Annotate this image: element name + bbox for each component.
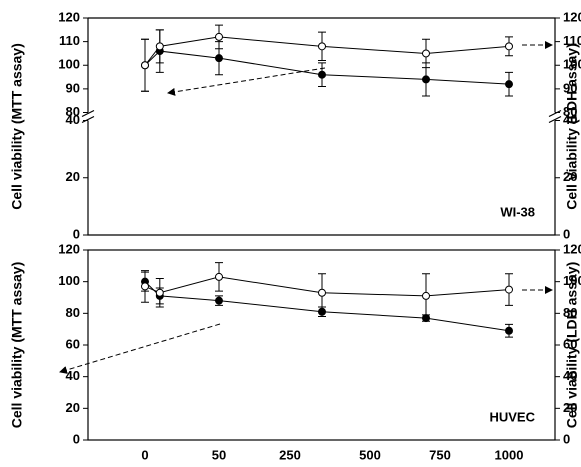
y2-tick-label: 100: [563, 273, 581, 288]
y2-tick-label: 60: [563, 336, 577, 351]
y2-tick-label: 90: [563, 80, 577, 95]
y2-tick-label: 0: [563, 226, 570, 241]
y-tick-label: 20: [66, 169, 80, 184]
x-tick-label: 0: [141, 447, 148, 462]
line: [144, 281, 510, 332]
y2-tick-label: 40: [563, 112, 577, 127]
data-point: [505, 285, 513, 294]
arrow: [167, 67, 326, 96]
y2-tick-label: 20: [563, 400, 577, 415]
y2-tick-label: 120: [563, 241, 581, 256]
arrow: [59, 323, 221, 374]
y-tick-label: 40: [66, 368, 80, 383]
x-tick-label: 250: [279, 447, 301, 462]
annotation: HUVEC: [489, 409, 535, 424]
y-tick-label: 100: [58, 273, 80, 288]
y-tick-label: 120: [58, 9, 80, 24]
annotation: WI-38: [500, 204, 535, 219]
data-point: [505, 42, 513, 51]
y2-tick-label: 100: [563, 57, 581, 72]
axis-break: [81, 109, 95, 124]
data-point: [318, 288, 326, 297]
data-point: [215, 32, 223, 41]
y2-tick-label: 0: [563, 431, 570, 446]
y2-axis-label: Cell viability (LDH assay): [564, 43, 580, 210]
y2-tick-label: 80: [563, 104, 577, 119]
y2-axis-label: Cell viability (LDH assay): [564, 262, 580, 429]
data-point: [422, 291, 430, 300]
y2-tick-label: 80: [563, 305, 577, 320]
data-point: [505, 80, 513, 89]
axis-break: [548, 109, 562, 124]
data-point: [422, 49, 430, 58]
y2-tick-label: 20: [563, 169, 577, 184]
y-tick-label: 40: [66, 112, 80, 127]
data-point: [141, 61, 149, 70]
data-point: [215, 54, 223, 63]
y-tick-label: 110: [59, 33, 80, 48]
y2-tick-label: 110: [563, 33, 581, 48]
y-tick-label: 0: [73, 431, 80, 446]
y-tick-label: 20: [66, 400, 80, 415]
y-tick-label: 120: [58, 241, 80, 256]
y2-tick-label: 120: [563, 9, 581, 24]
y-axis-label: Cell viability (MTT assay): [9, 262, 25, 429]
data-point: [422, 75, 430, 84]
line: [144, 50, 510, 85]
data-point: [318, 70, 326, 79]
y-tick-label: 90: [66, 80, 80, 95]
data-point: [155, 288, 164, 297]
data-point: [505, 326, 513, 335]
line: [144, 36, 510, 66]
x-tick-label: 500: [359, 447, 381, 462]
data-point: [215, 296, 223, 305]
y-tick-label: 60: [66, 336, 80, 351]
x-tick-label: 50: [212, 447, 226, 462]
y-tick-label: 80: [66, 104, 80, 119]
y2-tick-label: 40: [563, 368, 577, 383]
data-point: [318, 42, 326, 51]
x-tick-label: 1000: [495, 447, 524, 462]
y-axis-label: Cell viability (MTT assay): [9, 43, 25, 210]
y-tick-label: 80: [66, 305, 80, 320]
line: [144, 276, 510, 297]
y-tick-label: 0: [73, 226, 80, 241]
data-point: [155, 42, 164, 51]
data-point: [141, 282, 149, 291]
x-tick-label: 750: [429, 447, 451, 462]
data-point: [215, 272, 223, 281]
y-tick-label: 100: [58, 57, 80, 72]
